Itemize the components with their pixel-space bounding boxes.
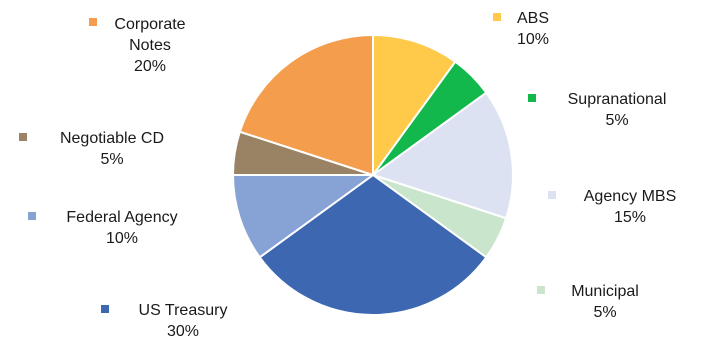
- pie-slice-federal-agency: [231, 174, 377, 259]
- pie-slice-agency-mbs: [370, 91, 514, 220]
- slice-label-corporate-notes-line-1: Corporate: [114, 16, 185, 33]
- slice-label-supranational: Supranational: [568, 91, 667, 108]
- slice-label-agency-mbs: Agency MBS: [584, 188, 676, 205]
- legend-marker-agency-mbs: [548, 191, 556, 199]
- pie-slice-us-treasury: [258, 173, 488, 316]
- slice-percent-federal-agency: 10%: [106, 230, 138, 247]
- legend-marker-corporate-notes: [89, 18, 97, 26]
- slice-percent-negotiable-cd: 5%: [100, 151, 123, 168]
- legend-marker-negotiable-cd: [19, 133, 27, 141]
- legend-marker-abs: [493, 13, 501, 21]
- pie-slices: [231, 33, 514, 316]
- slice-label-corporate-notes-line-2: Notes: [129, 37, 171, 54]
- pie-slice-corporate-notes: [238, 33, 374, 177]
- slice-label-municipal: Municipal: [571, 283, 639, 300]
- slice-label-abs: ABS: [517, 10, 549, 27]
- slice-label-us-treasury: US Treasury: [139, 302, 228, 319]
- legend-marker-us-treasury: [101, 305, 109, 313]
- pie-slice-abs: [372, 33, 457, 179]
- slice-percent-agency-mbs: 15%: [614, 209, 646, 226]
- slice-percent-corporate-notes: 20%: [134, 58, 166, 75]
- legend-marker-federal-agency: [28, 212, 36, 220]
- slice-label-negotiable-cd: Negotiable CD: [60, 130, 164, 147]
- slice-percent-municipal: 5%: [593, 304, 616, 321]
- legend-marker-municipal: [537, 286, 545, 294]
- pie-labels: ABS 10% Supranational 5% Agency MBS 15% Munici…: [19, 10, 676, 340]
- slice-label-federal-agency: Federal Agency: [66, 209, 177, 226]
- legend-marker-supranational: [528, 94, 536, 102]
- slice-percent-supranational: 5%: [605, 112, 628, 129]
- slice-percent-abs: 10%: [517, 31, 549, 48]
- slice-percent-us-treasury: 30%: [167, 323, 199, 340]
